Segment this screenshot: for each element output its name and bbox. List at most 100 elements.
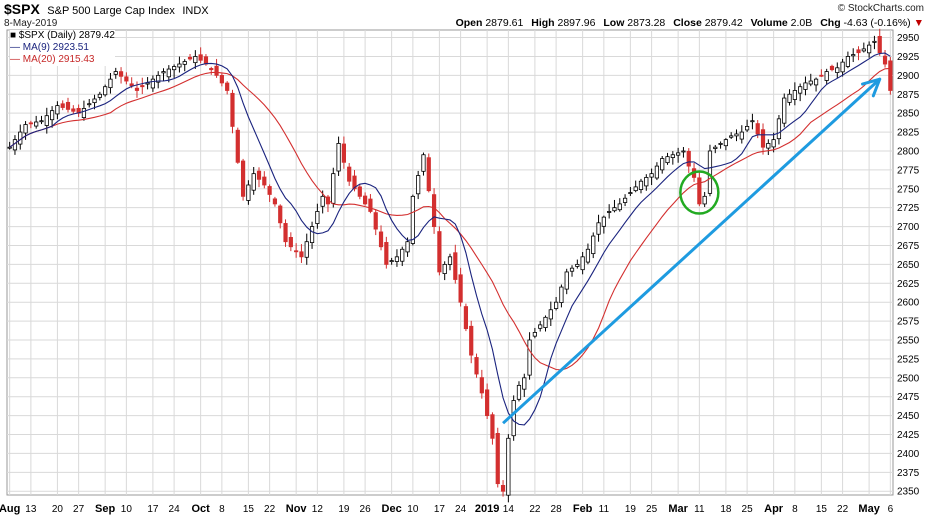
candle-body <box>447 256 453 265</box>
quote-bar: Open 2879.61 High 2897.96 Low 2873.28 Cl… <box>451 17 924 29</box>
x-tick-label: Sep <box>95 503 115 515</box>
candle-body <box>65 101 71 110</box>
candle-body <box>676 152 681 156</box>
candle-body <box>755 123 760 135</box>
candle-body <box>649 173 654 178</box>
candle-body <box>251 173 256 191</box>
x-tick-label: 25 <box>742 504 754 515</box>
candle-body <box>739 131 744 140</box>
candle-body <box>660 158 665 171</box>
candle-body <box>7 146 12 149</box>
candle-body <box>697 177 702 205</box>
candle-body <box>336 143 341 172</box>
candle-body <box>548 309 553 320</box>
candle-body <box>723 139 728 147</box>
high-value: 2897.96 <box>557 17 596 29</box>
candle-body <box>400 248 405 262</box>
candle-body <box>495 433 500 485</box>
candle-body <box>479 377 484 394</box>
candle-body <box>766 143 771 149</box>
y-tick-label: 2650 <box>897 260 920 271</box>
x-tick-label: 20 <box>52 504 64 515</box>
close-value: 2879.42 <box>704 17 743 29</box>
candle-body <box>97 93 102 98</box>
candle-body <box>707 150 713 194</box>
candle-body <box>378 231 384 248</box>
candle-body <box>522 377 527 390</box>
candle-body <box>256 170 262 180</box>
candle-body <box>585 248 591 263</box>
x-tick-label: 17 <box>434 504 446 515</box>
chg-value: -4.63 (-0.16%) <box>843 17 911 29</box>
candle-body <box>394 256 400 262</box>
y-tick-label: 2700 <box>897 222 920 233</box>
candle-body <box>363 195 368 205</box>
x-tick-label: 22 <box>529 504 541 515</box>
candle-body <box>272 198 278 205</box>
candle-body <box>246 184 251 201</box>
candle-body <box>347 166 352 182</box>
candle-body <box>341 143 346 163</box>
x-tick-label: 18 <box>720 504 732 515</box>
candle-body <box>182 61 187 65</box>
candle-body <box>458 274 463 303</box>
candle-body <box>713 146 718 149</box>
candle-body <box>511 400 516 437</box>
y-tick-label: 2475 <box>897 392 920 403</box>
chg-label: Chg <box>820 17 841 29</box>
x-tick-label: 11 <box>694 504 705 515</box>
y-tick-label: 2900 <box>897 71 920 82</box>
candle-body <box>580 256 585 271</box>
candle-body <box>829 65 835 71</box>
candle-body <box>506 437 511 496</box>
exchange-label: INDX <box>182 5 209 17</box>
y-tick-label: 2550 <box>897 336 920 347</box>
x-tick-label: 26 <box>360 504 372 515</box>
candle-body <box>373 212 378 230</box>
candle-body <box>654 165 660 179</box>
candle-body <box>835 67 840 73</box>
x-tick-label: 27 <box>73 504 85 515</box>
y-tick-label: 2750 <box>897 184 920 195</box>
low-value: 2873.28 <box>627 17 666 29</box>
candle-body <box>702 195 707 205</box>
candle-body <box>203 56 209 65</box>
candle-body <box>304 241 309 258</box>
candle-body <box>219 75 224 84</box>
candle-body <box>103 86 108 96</box>
candle-body <box>214 65 219 76</box>
y-tick-label: 2800 <box>897 146 920 157</box>
index-description: S&P 500 Large Cap Index <box>47 5 175 17</box>
candle-body <box>230 92 235 127</box>
y-tick-label: 2500 <box>897 373 920 384</box>
candle-body <box>463 306 469 330</box>
x-tick-label: Oct <box>191 503 210 515</box>
candle-body <box>309 226 315 243</box>
candle-body <box>39 120 44 123</box>
candle-body <box>575 263 580 267</box>
candle-body <box>421 154 426 172</box>
candle-body <box>320 195 325 207</box>
candle-body <box>235 129 240 163</box>
candle-body <box>861 48 866 52</box>
candle-body <box>500 484 506 492</box>
candle-body <box>527 339 532 376</box>
candle-body <box>262 176 267 186</box>
x-tick-label: Apr <box>764 503 784 515</box>
y-tick-label: 2625 <box>897 279 920 290</box>
candle-body <box>44 115 49 126</box>
candle-body <box>166 68 171 78</box>
candle-body <box>177 63 182 68</box>
x-tick-label: Dec <box>382 503 402 515</box>
candle-body <box>145 82 150 85</box>
x-tick-label: 10 <box>121 504 133 515</box>
candle-body <box>198 54 203 61</box>
y-tick-label: 2450 <box>897 411 920 422</box>
close-label: Close <box>673 17 702 29</box>
candle-body <box>607 211 612 213</box>
candle-body <box>760 129 766 148</box>
candle-body <box>118 71 124 77</box>
candle-body <box>60 103 65 108</box>
candle-body <box>856 49 861 54</box>
candle-body <box>426 157 431 192</box>
